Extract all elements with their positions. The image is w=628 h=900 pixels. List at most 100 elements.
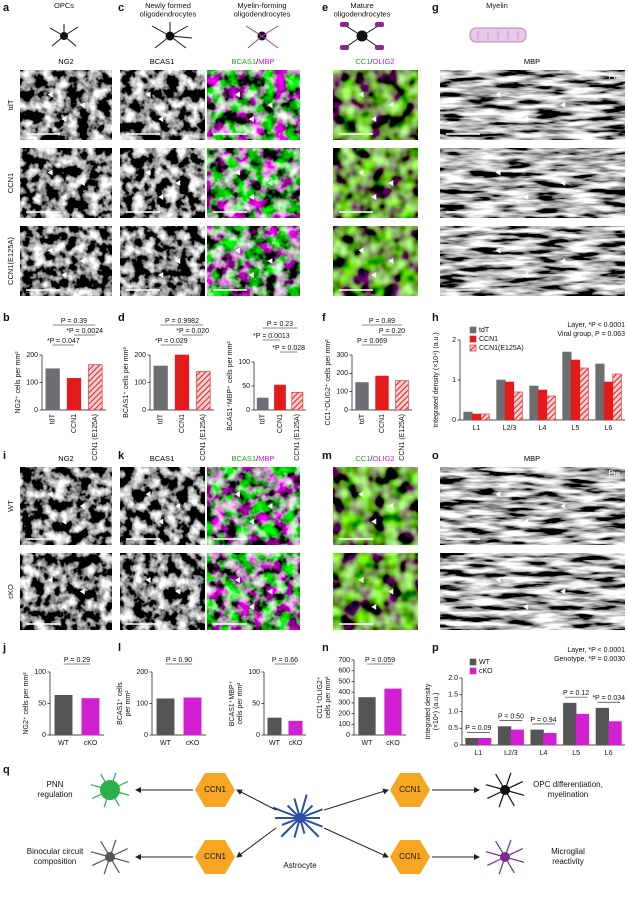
y-axis-label: BCAS1⁺MBP⁺ <box>229 680 236 726</box>
y-tick-label: 100 <box>338 721 350 728</box>
panel-letter: o <box>432 450 439 462</box>
target-label: OPC differentiation, <box>533 780 603 789</box>
bar <box>355 382 369 411</box>
y-axis-label: cells per mm² <box>325 676 332 719</box>
stain-label: BCAS1/MBP <box>232 454 275 463</box>
panel-letter: g <box>432 2 439 14</box>
bar <box>496 379 506 421</box>
arrowhead <box>371 194 377 200</box>
bar <box>384 688 402 736</box>
bar <box>595 363 605 421</box>
arrowhead <box>158 272 164 278</box>
bar <box>358 697 376 736</box>
stain-part: / <box>256 57 259 66</box>
y-tick-label: 0 <box>144 732 148 739</box>
p-value: P = 0.069 <box>357 338 387 345</box>
arrowhead <box>61 194 67 200</box>
arrowhead <box>79 258 85 264</box>
arrowhead <box>175 180 181 186</box>
arrow <box>323 827 389 858</box>
bar <box>196 371 211 411</box>
y-tick-label: 100 <box>336 389 348 396</box>
stain-part: BCAS1 <box>150 454 175 463</box>
y-tick-label: 2 <box>452 337 456 344</box>
legend-swatch <box>469 667 477 675</box>
arrowhead <box>560 102 566 108</box>
y-axis-label: NG2⁺ cells per mm² <box>15 351 22 414</box>
arrow <box>236 827 277 858</box>
bar <box>267 717 282 736</box>
arrowhead <box>47 91 53 98</box>
bar <box>608 721 622 746</box>
x-tick-label: L6 <box>605 750 613 757</box>
panel-letter: e <box>322 2 328 14</box>
panel-letter: i <box>3 450 6 462</box>
arrowhead <box>560 588 566 595</box>
arrowhead <box>560 503 566 509</box>
bar <box>463 411 473 421</box>
p-value: P = 0.39 <box>61 318 87 325</box>
arrowhead <box>79 180 85 186</box>
arrowhead <box>234 91 240 98</box>
arrowhead <box>248 194 254 200</box>
bar <box>477 737 492 746</box>
micrograph-texture <box>20 70 112 140</box>
target-label: Binocular circuit <box>27 847 84 856</box>
stain-label: MBP <box>524 454 540 463</box>
y-tick-label: 0 <box>256 732 260 739</box>
arrowhead <box>495 247 501 254</box>
p-value: P = 0.20 <box>379 328 405 335</box>
arrowhead <box>47 247 53 254</box>
micrograph-texture <box>440 467 625 545</box>
micrograph-texture <box>120 467 205 545</box>
p-value: P = 0.50 <box>498 713 524 720</box>
arrowhead <box>523 518 529 525</box>
ccn1-label: CCN1 <box>399 852 421 861</box>
y-tick-label: 1.0 <box>448 708 458 715</box>
arrowhead <box>267 588 273 595</box>
p-value: *P = 0.0013 <box>253 333 290 340</box>
arrowhead <box>358 576 364 583</box>
legend-label: tdT <box>479 327 490 334</box>
bar <box>375 375 389 411</box>
panel-letter: d <box>118 312 125 324</box>
ccn1-hexagon <box>390 840 430 874</box>
y-axis-label: Integrated density <box>425 683 432 739</box>
arrowhead <box>523 603 529 610</box>
cell-body <box>500 785 510 795</box>
stain-part: OLIG2 <box>373 57 395 66</box>
bar <box>45 368 60 411</box>
astrocyte-label: Astrocyte <box>283 861 317 870</box>
x-tick-label: CCN1 (E125A) <box>399 414 406 461</box>
y-tick-label: 400 <box>338 689 350 696</box>
y-tick-label: 100 <box>134 379 146 386</box>
p-value: *P = 0.034 <box>592 695 625 702</box>
cell-body <box>105 852 115 862</box>
micrograph-texture <box>207 467 300 545</box>
micrograph-texture <box>333 467 418 545</box>
arrowhead <box>145 576 151 583</box>
panel-letter: a <box>3 2 10 14</box>
y-axis-label: per mm² <box>125 690 132 717</box>
x-tick-label: L4 <box>540 750 548 757</box>
arrow <box>323 788 389 811</box>
ccn1-label: CCN1 <box>204 785 226 794</box>
x-tick-label: CCN1 <box>71 414 78 433</box>
bar <box>256 397 269 411</box>
p-value: P = 0.12 <box>563 690 589 697</box>
y-tick-label: 500 <box>338 678 350 685</box>
arrowhead <box>267 258 273 264</box>
column-header: Myelin-forming <box>237 1 286 10</box>
bar <box>530 729 544 746</box>
arrowhead <box>495 576 501 583</box>
arrowhead <box>145 491 151 498</box>
arrowhead <box>560 180 566 186</box>
p-value: P = 0.66 <box>272 657 298 664</box>
y-tick-label: 300 <box>338 700 350 707</box>
arrowhead <box>145 247 151 254</box>
legend-label: cKO <box>479 668 493 675</box>
y-tick-label: 700 <box>338 657 350 664</box>
micrograph-texture <box>120 70 205 140</box>
stain-part: CC1 <box>355 454 370 463</box>
